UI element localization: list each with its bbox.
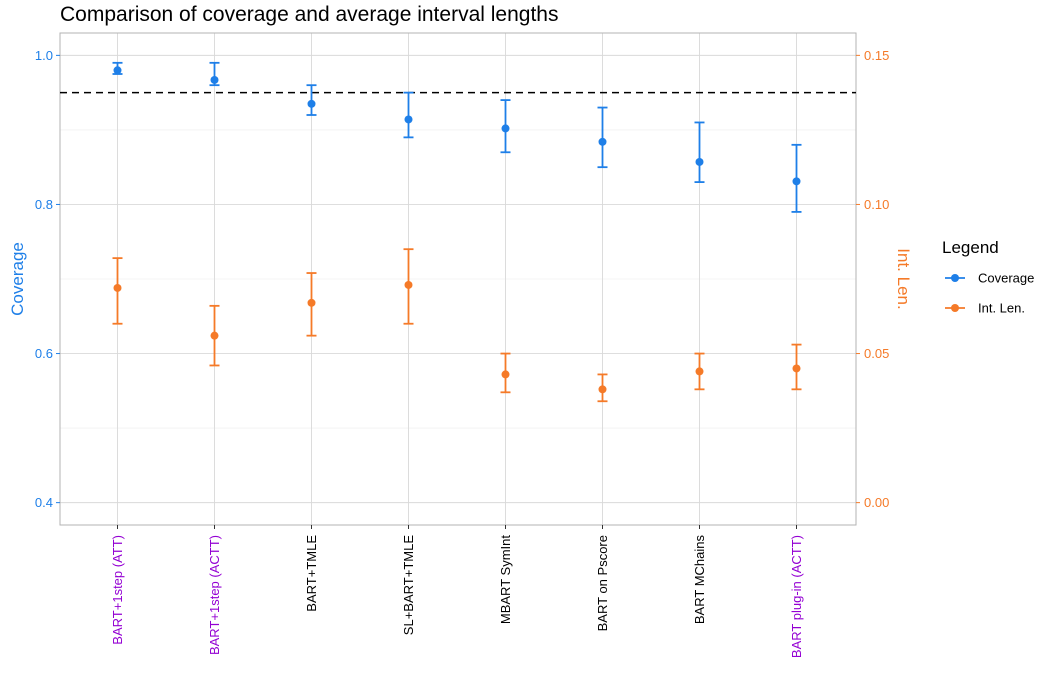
legend-key-point	[951, 274, 959, 282]
x-tick-label: SL+BART+TMLE	[401, 535, 416, 636]
coverage-errorbar-group	[694, 121, 705, 183]
y2-tick-label: 0.00	[864, 495, 889, 510]
coverage-point	[210, 75, 219, 84]
coverage-errorbar-group	[403, 91, 414, 139]
legend-label: Int. Len.	[978, 301, 1025, 316]
interval-length-errorbar-group	[112, 257, 123, 325]
interval-length-point	[792, 364, 801, 373]
data-marks	[112, 61, 802, 403]
x-tick-label: BART+1step (ATT)	[110, 535, 125, 645]
coverage-point	[113, 66, 122, 75]
interval-length-point	[113, 283, 122, 292]
y-tick-label: 1.0	[35, 48, 53, 63]
interval-length-errorbar-group	[597, 373, 608, 403]
interval-length-point	[404, 280, 413, 289]
legend-item: Int. Len.	[945, 301, 1025, 316]
x-tick-label: BART on Pscore	[595, 535, 610, 631]
coverage-point	[695, 157, 704, 166]
interval-length-errorbar-group	[209, 304, 220, 367]
coverage-errorbar-group	[500, 99, 511, 154]
x-tick-label: BART plug-in (ACTT)	[789, 535, 804, 658]
y-tick-label: 0.8	[35, 197, 53, 212]
y2-tick-label: 0.10	[864, 197, 889, 212]
y2-axis-title: Int. Len.	[894, 248, 913, 309]
legend-title: Legend	[942, 238, 999, 257]
coverage-point	[307, 99, 316, 108]
x-tick-label: MBART SymInt	[498, 535, 513, 624]
coverage-errorbar-group	[112, 61, 123, 75]
coverage-point	[404, 115, 413, 124]
y-tick-label: 0.6	[35, 346, 53, 361]
interval-length-errorbar-group	[500, 352, 511, 394]
x-tick-label: BART MChains	[692, 535, 707, 625]
legend-item: Coverage	[945, 271, 1034, 286]
coverage-errorbar-group	[597, 106, 608, 169]
interval-length-point	[501, 370, 510, 379]
y2-tick-label: 0.05	[864, 346, 889, 361]
interval-length-point	[307, 298, 316, 307]
interval-length-point	[598, 385, 607, 394]
x-tick-label: BART+1step (ACTT)	[207, 535, 222, 655]
coverage-point	[598, 137, 607, 146]
y-axis-title: Coverage	[8, 242, 27, 316]
legend-key-point	[951, 304, 959, 312]
coverage-errorbar-group	[209, 61, 220, 87]
interval-length-point	[210, 331, 219, 340]
plot-panel-border	[59, 32, 857, 526]
y2-tick-label: 0.15	[864, 48, 889, 63]
legend-label: Coverage	[978, 271, 1034, 286]
interval-length-errorbar-group	[306, 272, 317, 337]
interval-length-errorbar-group	[403, 248, 414, 325]
coverage-errorbar-group	[306, 84, 317, 116]
y-tick-label: 0.4	[35, 495, 53, 510]
axes: 0.4 0.6 0.8 1.0 0.00 0.05 0.10 0.15 BART+1step (…	[35, 48, 889, 658]
chart-title: Comparison of coverage and average inter…	[60, 3, 558, 26]
x-tick-label: BART+TMLE	[304, 535, 319, 612]
coverage-errorbar-group	[791, 143, 802, 213]
interval-length-point	[695, 367, 704, 376]
interval-length-errorbar-group	[791, 343, 802, 391]
interval-length-errorbar-group	[694, 352, 705, 391]
coverage-point	[792, 177, 801, 186]
coverage-point	[501, 124, 510, 133]
legend: Legend Coverage Int. Len.	[942, 238, 1034, 316]
